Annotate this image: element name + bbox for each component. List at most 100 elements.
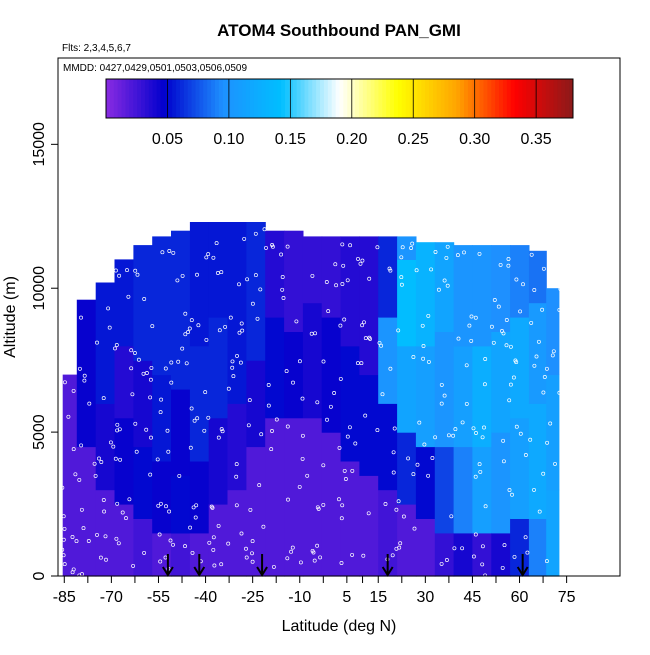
colorbar-segment [195,79,200,118]
sample-point [209,504,214,509]
sample-point [474,431,478,435]
sample-point [363,413,368,418]
colorbar-segment [549,79,555,118]
sample-point [274,417,279,422]
sample-point [228,315,233,320]
sample-point [334,283,339,288]
sample-point [195,272,199,277]
heat-cell [171,230,191,390]
sample-point [284,369,289,374]
y-tick-label: 10000 [31,266,48,311]
colorbar-segment [292,79,298,118]
heat-column [528,250,547,577]
heat-cell [510,417,530,519]
sample-point [506,263,511,268]
colorbar-segment [537,79,543,118]
sample-point [155,457,160,462]
colorbar-segment [557,79,562,118]
sample-point [113,346,117,351]
sample-point [149,435,153,440]
colorbar-segment [436,79,442,118]
heat-cell [491,432,511,534]
heat-cell [472,245,492,347]
sample-point [355,361,360,366]
sample-point [194,503,199,508]
colorbar-segment [148,79,154,118]
sample-point [324,280,329,284]
sample-point [523,535,528,540]
sample-point [521,282,525,287]
colorbar-segment [432,79,438,118]
sample-point [321,359,326,364]
sample-point [114,536,119,541]
colorbar-segment [312,79,317,118]
colorbar-segment [160,79,165,118]
sample-point [74,539,79,544]
colorbar-segment [366,79,372,118]
colorbar-segment [339,79,344,118]
sample-point [183,332,188,337]
colorbar-segment [460,79,465,118]
x-tick-label: 75 [558,589,576,606]
colorbar-segment [464,79,469,118]
sample-point [473,474,478,479]
sample-point [61,537,66,542]
colorbar-tick-label: 0.25 [398,131,429,148]
sample-point [353,441,358,446]
sample-point [506,257,511,261]
sample-point [66,414,71,419]
colorbar-segment [218,79,224,118]
heat-column [133,245,153,577]
heat-cell [510,518,530,577]
sample-point [93,473,98,478]
sample-point [305,473,310,478]
colorbar-segment [378,79,383,118]
colorbar-segment [541,79,547,118]
heat-column [472,245,492,577]
sample-point [348,243,353,248]
heat-cell [152,460,172,534]
sample-point [98,555,103,560]
x-tick-label: 30 [416,589,434,606]
colorbar-segment [176,79,181,118]
sample-point [202,428,207,433]
y-tick-label: 15000 [31,122,48,167]
sample-point [189,406,194,411]
sample-point [326,309,331,314]
heat-cell [246,446,266,577]
heat-cell [227,489,247,577]
colorbar-segment [323,79,329,118]
profile-arrow [256,554,268,577]
sample-point [188,445,193,450]
sample-point [548,421,553,426]
sample-point [285,556,290,561]
sample-point [456,336,461,341]
sample-point [508,344,513,349]
sample-point [523,453,528,457]
y-tick-label: 0 [31,571,48,580]
sample-point [111,444,116,449]
heat-cell [510,317,530,419]
heat-cell [133,245,153,361]
sample-point [453,427,458,432]
sample-point [250,551,254,556]
heat-cell [114,345,134,419]
sample-point [411,472,416,477]
sample-point [368,336,373,341]
heat-cell [453,446,473,534]
sample-point [226,541,231,546]
heat-cell [265,230,285,318]
sample-point [234,462,239,467]
sample-point [471,426,476,431]
colorbar-segment [471,79,477,118]
colorbar-segment [125,79,130,118]
colorbar-segment [506,79,512,118]
heat-cell [472,345,492,448]
sample-point [489,324,494,329]
sample-point [134,449,139,454]
sample-point [203,390,208,395]
sample-point [171,542,175,547]
heat-cell [472,532,492,577]
sample-point [398,541,403,546]
profile-arrow [193,554,206,577]
